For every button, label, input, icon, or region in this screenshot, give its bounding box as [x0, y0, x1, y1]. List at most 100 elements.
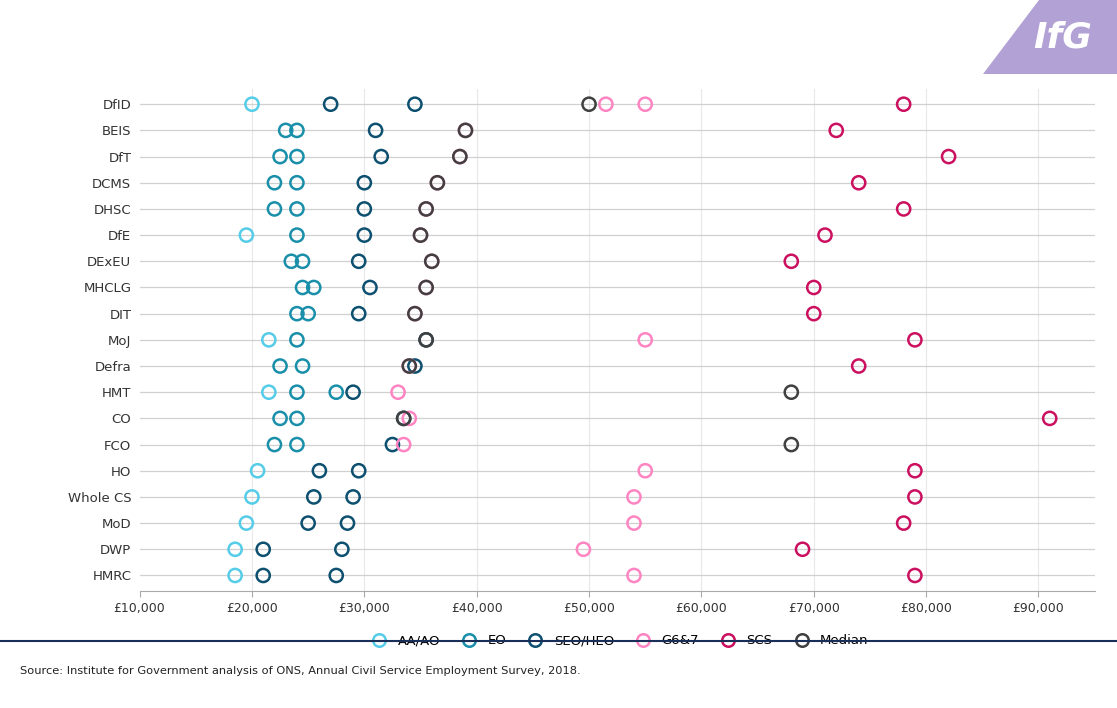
Point — [350, 308, 367, 319]
Point — [400, 360, 418, 372]
Point — [311, 465, 328, 476]
Point — [939, 151, 957, 162]
Point — [418, 203, 436, 215]
Point — [288, 151, 306, 162]
Point — [271, 151, 289, 162]
Point — [266, 203, 284, 215]
Point — [574, 544, 592, 555]
Point — [294, 282, 312, 293]
Point — [451, 151, 469, 162]
Point — [637, 98, 655, 110]
Point — [266, 439, 284, 450]
Point — [1041, 413, 1059, 424]
Point — [255, 544, 273, 555]
Point — [793, 544, 811, 555]
Point — [418, 334, 436, 346]
Point — [805, 282, 823, 293]
Point — [405, 98, 423, 110]
Point — [344, 387, 362, 398]
Point — [782, 387, 800, 398]
Point — [238, 518, 256, 529]
Point — [637, 465, 655, 476]
Point — [805, 308, 823, 319]
Point — [366, 125, 384, 136]
Point — [288, 334, 306, 346]
Legend: AA/AO, EO, SEO/HEO, G6&7, SCS, Median: AA/AO, EO, SEO/HEO, G6&7, SCS, Median — [361, 629, 873, 653]
Point — [355, 177, 373, 188]
Point — [895, 518, 913, 529]
Point — [288, 203, 306, 215]
Point — [288, 229, 306, 241]
Point — [394, 439, 412, 450]
Point — [299, 518, 317, 529]
Point — [418, 282, 436, 293]
Point — [850, 360, 868, 372]
Point — [817, 229, 834, 241]
Point — [626, 491, 643, 503]
Point — [338, 518, 356, 529]
Point — [906, 491, 924, 503]
Point — [405, 308, 423, 319]
Text: Source: Institute for Government analysis of ONS, Annual Civil Service Employmen: Source: Institute for Government analysi… — [20, 666, 581, 676]
Point — [895, 98, 913, 110]
Point — [344, 491, 362, 503]
Point — [299, 308, 317, 319]
Point — [782, 439, 800, 450]
Point — [277, 125, 295, 136]
Point — [226, 544, 244, 555]
Point — [580, 98, 598, 110]
Point — [355, 203, 373, 215]
Point — [429, 177, 447, 188]
Point — [255, 570, 273, 581]
Polygon shape — [983, 0, 1117, 74]
Point — [288, 308, 306, 319]
Point — [906, 570, 924, 581]
Point — [361, 282, 379, 293]
Point — [906, 334, 924, 346]
Point — [429, 177, 447, 188]
Point — [327, 570, 345, 581]
Point — [288, 387, 306, 398]
Text: Median pay by department and grade, 2018: Median pay by department and grade, 2018 — [20, 27, 498, 47]
Point — [271, 413, 289, 424]
Point — [457, 125, 475, 136]
Point — [260, 387, 278, 398]
Point — [305, 282, 323, 293]
Point — [850, 177, 868, 188]
Point — [226, 570, 244, 581]
Text: IfG: IfG — [1033, 20, 1092, 55]
Point — [423, 256, 441, 267]
Point — [418, 282, 436, 293]
Point — [423, 256, 441, 267]
Point — [322, 98, 340, 110]
Point — [411, 229, 429, 241]
Point — [327, 387, 345, 398]
Point — [626, 518, 643, 529]
Point — [596, 98, 614, 110]
Point — [372, 151, 390, 162]
Point — [288, 125, 306, 136]
Point — [418, 334, 436, 346]
Point — [249, 465, 267, 476]
Point — [260, 334, 278, 346]
Point — [389, 387, 407, 398]
Point — [294, 256, 312, 267]
Point — [782, 256, 800, 267]
Point — [350, 465, 367, 476]
Point — [405, 360, 423, 372]
Point — [238, 229, 256, 241]
Point — [244, 98, 261, 110]
Point — [333, 544, 351, 555]
Point — [383, 439, 401, 450]
Point — [828, 125, 846, 136]
Point — [457, 125, 475, 136]
Point — [405, 308, 423, 319]
Point — [895, 203, 913, 215]
Point — [288, 413, 306, 424]
Point — [355, 229, 373, 241]
Point — [411, 229, 429, 241]
Point — [906, 465, 924, 476]
Point — [394, 413, 412, 424]
Point — [244, 491, 261, 503]
Point — [350, 256, 367, 267]
